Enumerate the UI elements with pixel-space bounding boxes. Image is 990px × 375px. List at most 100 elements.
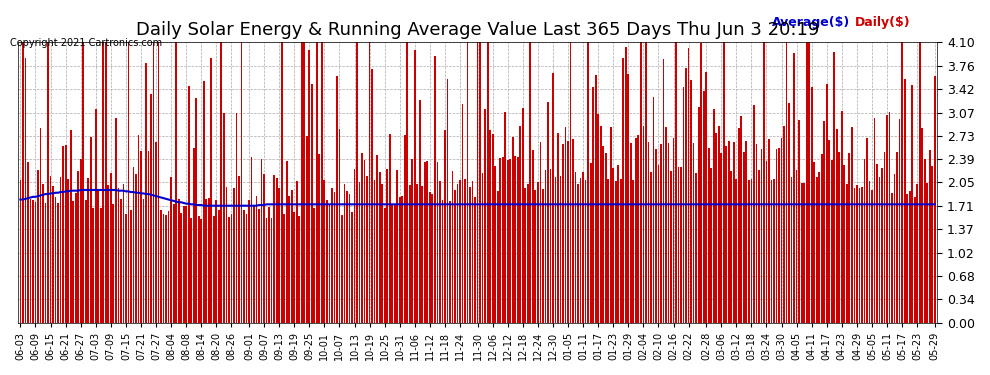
Bar	[205, 200, 207, 322]
Bar	[456, 184, 458, 322]
Bar	[118, 188, 119, 322]
Bar	[241, 42, 243, 322]
Bar	[911, 85, 913, 322]
Bar	[424, 162, 426, 322]
Bar	[141, 151, 142, 322]
Bar	[87, 178, 89, 322]
Bar	[404, 135, 406, 322]
Bar	[366, 176, 368, 322]
Bar	[324, 180, 326, 322]
Bar	[427, 162, 429, 322]
Bar	[190, 217, 192, 322]
Bar	[334, 192, 336, 322]
Bar	[339, 129, 341, 322]
Bar	[863, 159, 865, 322]
Bar	[273, 175, 275, 322]
Bar	[368, 42, 370, 322]
Bar	[231, 214, 233, 322]
Bar	[67, 179, 69, 322]
Bar	[904, 79, 906, 322]
Bar	[489, 130, 491, 322]
Bar	[891, 192, 893, 322]
Bar	[836, 129, 838, 322]
Bar	[344, 184, 346, 322]
Bar	[625, 47, 627, 322]
Bar	[544, 170, 546, 322]
Bar	[353, 169, 355, 322]
Bar	[914, 196, 916, 322]
Bar	[228, 217, 230, 322]
Text: Average($): Average($)	[772, 15, 850, 28]
Bar	[396, 170, 398, 322]
Bar	[150, 94, 151, 322]
Bar	[399, 197, 401, 322]
Bar	[100, 209, 102, 322]
Bar	[783, 126, 785, 322]
Bar	[40, 128, 42, 322]
Bar	[527, 184, 529, 322]
Bar	[773, 179, 775, 322]
Bar	[216, 200, 217, 322]
Bar	[703, 91, 705, 322]
Bar	[439, 181, 441, 322]
Bar	[572, 139, 574, 322]
Title: Daily Solar Energy & Running Average Value Last 365 Days Thu Jun 3 20:19: Daily Solar Energy & Running Average Val…	[136, 21, 820, 39]
Bar	[758, 170, 759, 322]
Bar	[270, 218, 272, 322]
Bar	[288, 196, 290, 322]
Bar	[675, 42, 677, 322]
Bar	[808, 42, 810, 322]
Bar	[311, 84, 313, 322]
Bar	[811, 87, 813, 322]
Bar	[97, 190, 99, 322]
Bar	[652, 97, 654, 322]
Bar	[248, 200, 249, 322]
Bar	[446, 79, 448, 322]
Bar	[296, 181, 298, 322]
Bar	[160, 210, 162, 322]
Bar	[889, 111, 890, 322]
Bar	[484, 109, 486, 322]
Bar	[896, 152, 898, 322]
Bar	[660, 144, 662, 322]
Bar	[170, 177, 172, 322]
Bar	[597, 114, 599, 322]
Bar	[821, 154, 823, 322]
Bar	[693, 142, 695, 322]
Bar	[582, 172, 584, 322]
Bar	[858, 188, 860, 322]
Bar	[826, 84, 828, 322]
Bar	[678, 167, 679, 322]
Bar	[618, 165, 619, 322]
Bar	[721, 153, 722, 322]
Bar	[162, 214, 164, 322]
Bar	[585, 180, 586, 322]
Bar	[803, 183, 805, 322]
Bar	[90, 136, 92, 322]
Bar	[195, 98, 197, 322]
Bar	[655, 148, 656, 322]
Bar	[494, 166, 496, 322]
Bar	[208, 198, 210, 322]
Bar	[178, 199, 179, 322]
Bar	[683, 87, 684, 322]
Bar	[894, 174, 895, 322]
Bar	[193, 148, 195, 322]
Bar	[868, 181, 870, 322]
Bar	[670, 171, 672, 322]
Bar	[816, 177, 818, 322]
Bar	[474, 197, 476, 322]
Bar	[464, 179, 466, 322]
Bar	[535, 190, 537, 322]
Bar	[128, 42, 130, 322]
Bar	[876, 165, 878, 322]
Bar	[471, 181, 473, 322]
Bar	[386, 170, 388, 322]
Bar	[770, 180, 772, 322]
Bar	[522, 108, 524, 322]
Bar	[167, 211, 169, 322]
Bar	[233, 188, 235, 322]
Bar	[429, 192, 431, 322]
Bar	[610, 127, 612, 322]
Bar	[748, 180, 749, 322]
